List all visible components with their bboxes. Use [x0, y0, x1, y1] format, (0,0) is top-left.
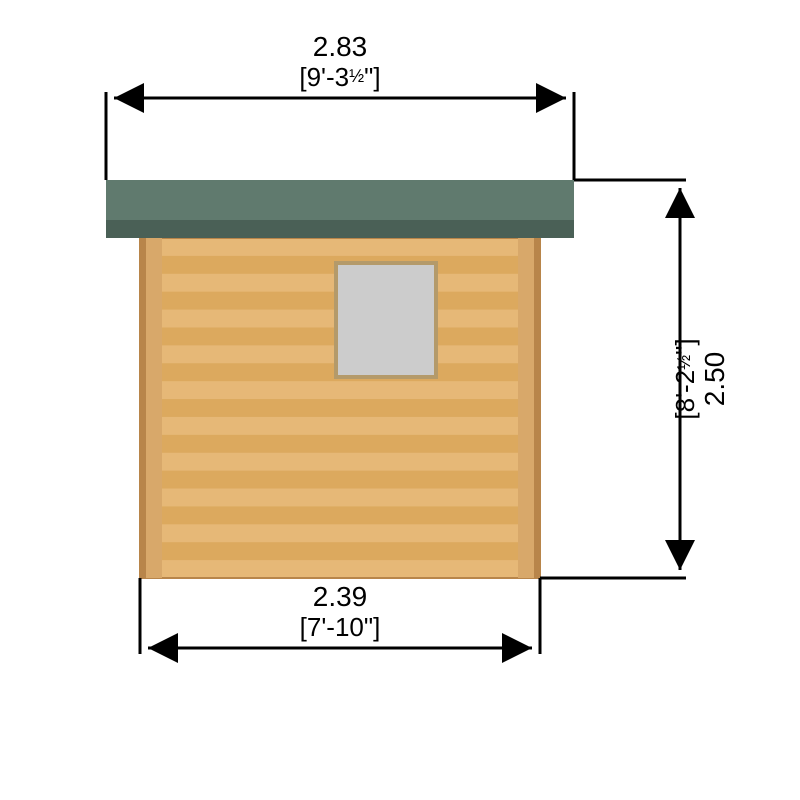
dim-wall-width-metric: 2.39	[313, 581, 368, 612]
shed-roof	[106, 180, 574, 238]
dim-height-imperial: [8'-2½"]	[670, 338, 700, 419]
dimension-height: 2.50 [8'-2½"]	[540, 180, 730, 578]
dimension-roof-width: 2.83 [9'-3½"]	[106, 31, 574, 180]
dimension-wall-width: 2.39 [7'-10"]	[140, 578, 540, 654]
dim-height-metric: 2.50	[699, 352, 730, 407]
dim-wall-width-imperial: [7'-10"]	[300, 612, 381, 642]
shed-window	[334, 261, 438, 379]
dim-roof-width-metric: 2.83	[313, 31, 368, 62]
dim-roof-width-imperial: [9'-3½"]	[299, 62, 380, 92]
